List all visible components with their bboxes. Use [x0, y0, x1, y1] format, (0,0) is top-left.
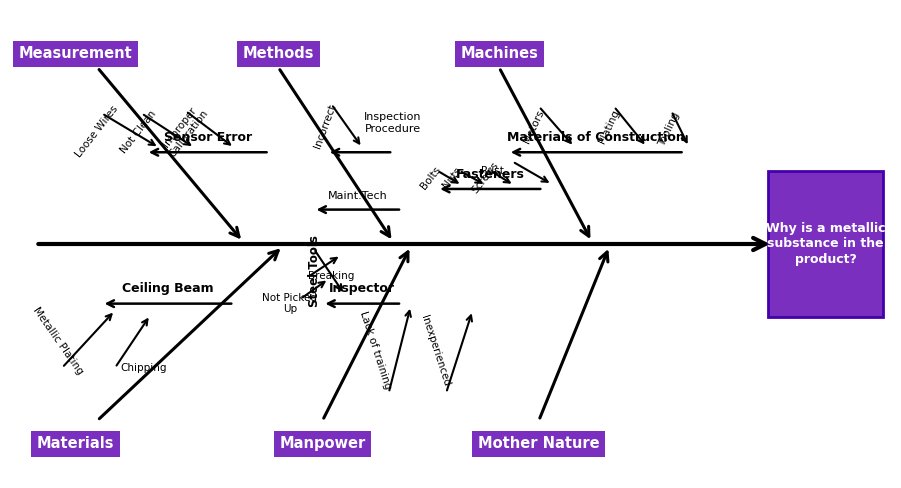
Text: Improper
Calibration: Improper Calibration	[158, 101, 210, 160]
Text: Metallic Plating: Metallic Plating	[31, 305, 85, 376]
Text: Incorrect: Incorrect	[313, 102, 338, 150]
Text: Maint.Tech: Maint.Tech	[328, 191, 387, 202]
Text: Nuts: Nuts	[441, 165, 464, 190]
Text: Screws: Screws	[470, 161, 501, 196]
Text: Materials of Construction: Materials of Construction	[507, 131, 685, 144]
FancyBboxPatch shape	[769, 171, 883, 317]
Text: Lack of training: Lack of training	[358, 310, 393, 391]
Text: Motors: Motors	[522, 108, 546, 145]
Text: Inspection
Procedure: Inspection Procedure	[364, 112, 422, 134]
Text: Mother Nature: Mother Nature	[478, 436, 599, 451]
Text: Chipping: Chipping	[120, 363, 167, 373]
Text: Rust: Rust	[481, 165, 505, 176]
Text: Sensor Error: Sensor Error	[164, 131, 251, 144]
Text: Machines: Machines	[460, 46, 538, 61]
Text: Steel Tools: Steel Tools	[308, 236, 321, 307]
Text: Breaking: Breaking	[308, 271, 354, 281]
Text: Inexperienced: Inexperienced	[419, 314, 451, 387]
Text: Plating: Plating	[597, 108, 622, 145]
Text: Manpower: Manpower	[279, 436, 366, 451]
Text: Measurement: Measurement	[18, 46, 132, 61]
Text: Methods: Methods	[242, 46, 314, 61]
Text: Tooling: Tooling	[657, 111, 682, 148]
Text: Bolts: Bolts	[418, 164, 442, 191]
Text: Loose Wires: Loose Wires	[74, 104, 121, 159]
Text: Fasteners: Fasteners	[456, 168, 524, 181]
Text: Ceiling Beam: Ceiling Beam	[123, 283, 214, 295]
Text: Inspector: Inspector	[329, 283, 396, 295]
Text: Why is a metallic
substance in the
product?: Why is a metallic substance in the produ…	[766, 223, 886, 265]
Text: Materials: Materials	[36, 436, 114, 451]
Text: Not Clean: Not Clean	[119, 108, 159, 155]
Text: Not Picked
Up: Not Picked Up	[262, 293, 317, 314]
